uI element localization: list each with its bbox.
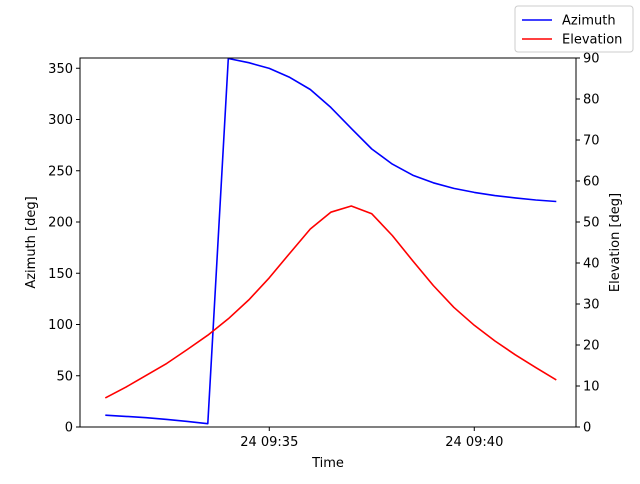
legend-label-elevation: Elevation	[562, 33, 622, 48]
series-line-azimuth	[105, 57, 557, 425]
left-tick-label: 50	[56, 369, 73, 384]
right-axis-label: Elevation [deg]	[608, 193, 623, 292]
right-axis-ticks: 0 10 20 30 40 50 60 70 80 90	[576, 52, 600, 436]
left-tick-label: 100	[48, 318, 73, 333]
left-axis-ticks: 0 50 100 150 200 250 300 350	[48, 62, 80, 436]
left-tick-label: 300	[48, 113, 73, 128]
right-tick-label: 10	[583, 380, 600, 395]
legend: Azimuth Elevation	[514, 5, 634, 53]
right-tick-label: 80	[583, 93, 600, 108]
right-tick-label: 50	[583, 216, 600, 231]
right-tick-label: 90	[583, 52, 600, 67]
right-tick-label: 30	[583, 298, 600, 313]
legend-label-azimuth: Azimuth	[562, 14, 616, 29]
left-tick-label: 200	[48, 216, 73, 231]
left-tick-label: 350	[48, 62, 73, 77]
left-axis-label: Azimuth [deg]	[24, 196, 39, 288]
legend-box	[514, 5, 634, 53]
right-tick-label: 70	[583, 134, 600, 149]
x-axis-ticks: 24 09:35 24 09:40	[240, 427, 503, 450]
right-tick-label: 60	[583, 175, 600, 190]
right-tick-label: 20	[583, 339, 600, 354]
x-tick-label: 24 09:35	[240, 435, 298, 450]
left-tick-label: 250	[48, 164, 73, 179]
x-axis-label: Time	[311, 456, 344, 471]
plot-frame	[79, 57, 577, 428]
left-tick-label: 0	[65, 421, 73, 436]
series-layer	[104, 57, 557, 425]
left-tick-label: 150	[48, 267, 73, 282]
right-tick-label: 0	[583, 421, 591, 436]
series-line-elevation	[104, 205, 557, 399]
right-tick-label: 40	[583, 257, 600, 272]
x-tick-label: 24 09:40	[445, 435, 503, 450]
